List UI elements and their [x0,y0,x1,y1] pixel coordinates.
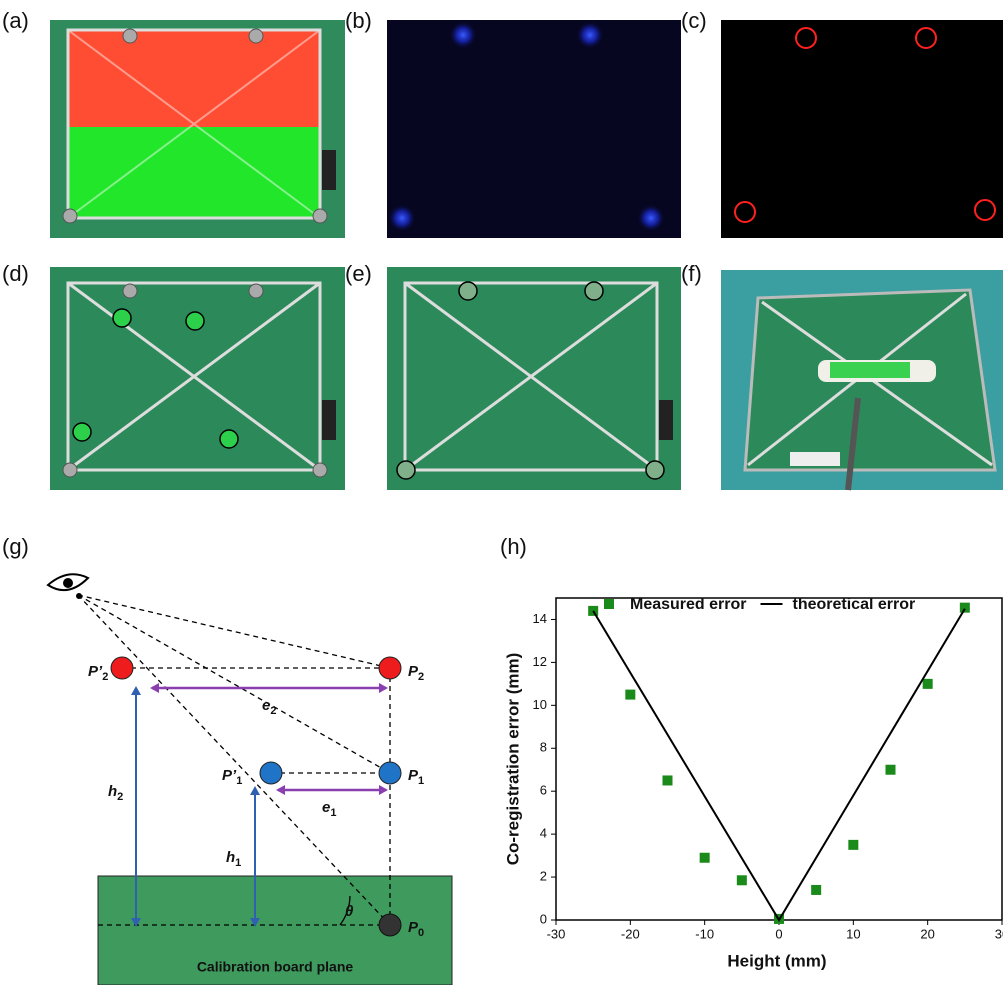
diagram-label: θ [345,903,354,920]
data-point [886,765,896,775]
panel-label: (h) [500,534,527,559]
x-axis-label: Height (mm) [727,951,826,970]
label-sub: 0 [418,927,424,939]
diagram-label: P2 [408,663,424,683]
data-line [593,609,965,920]
panel-label: (g) [2,534,29,559]
x-tick-label: 20 [920,926,934,941]
photo-e [387,267,681,490]
y-tick-label: 8 [540,740,547,755]
x-tick-label: -30 [547,926,566,941]
plot-frame [556,598,1002,920]
y-tick-label: 0 [540,911,547,926]
legend-label: theoretical error [793,596,916,613]
data-point [663,775,673,785]
diagram-label: P1 [408,767,424,787]
diagram-label: P’1 [222,767,242,787]
photo-c [721,20,1003,238]
y-tick-label: 12 [533,654,547,669]
y-tick-label: 4 [540,826,547,841]
data-point [848,840,858,850]
diagram-label: e1 [322,799,336,819]
label-main: θ [345,903,354,920]
figure: Calibration board plane (a) (b) (c) (d) (e) (… [0,0,1003,985]
diagram-label: e2 [262,697,276,717]
label-sub: 2 [102,671,108,683]
data-point [923,679,933,689]
diagram-label: h2 [108,783,123,803]
panel-label: (a) [2,8,29,33]
label-sub: 2 [270,705,276,717]
label-main: e [262,697,270,714]
data-point [737,875,747,885]
photo-d [50,267,345,490]
diagram-label: h1 [226,849,241,869]
panel-label: (e) [345,261,372,286]
data-point [811,885,821,895]
photo-f [721,270,1003,490]
label-sub: 1 [235,857,241,869]
y-tick-label: 10 [533,697,547,712]
label-main: P’ [88,663,103,680]
panel-label: (c) [681,8,707,33]
y-tick-label: 2 [540,869,547,884]
x-tick-label: -10 [695,926,714,941]
label-sub: 2 [117,791,123,803]
label-sub: 1 [418,775,424,787]
legend-label: Measured error [630,596,747,613]
panel-label: (d) [2,261,29,286]
x-tick-label: -20 [621,926,640,941]
photo-b [387,20,681,238]
diagram [48,574,452,985]
label-main: h [226,849,235,866]
x-tick-label: 10 [846,926,860,941]
data-point [625,690,635,700]
legend-marker [604,599,614,609]
label-main: h [108,783,117,800]
panel-label: (b) [345,8,372,33]
diagram-caption: Calibration board plane [197,959,354,975]
y-tick-label: 6 [540,783,547,798]
label-sub: 1 [236,775,242,787]
y-axis-label: Co-registration error (mm) [503,653,522,866]
x-tick-label: 0 [775,926,782,941]
label-main: P’ [222,767,237,784]
label-sub: 2 [418,671,424,683]
diagram-label: P’2 [88,663,108,683]
y-tick-label: 14 [533,611,547,626]
panel-label: (f) [681,261,702,286]
x-tick-label: 30 [995,926,1003,941]
label-sub: 1 [330,807,336,819]
label-main: e [322,799,330,816]
photo-a [50,20,345,238]
data-point [700,853,710,863]
data-point [960,603,970,613]
